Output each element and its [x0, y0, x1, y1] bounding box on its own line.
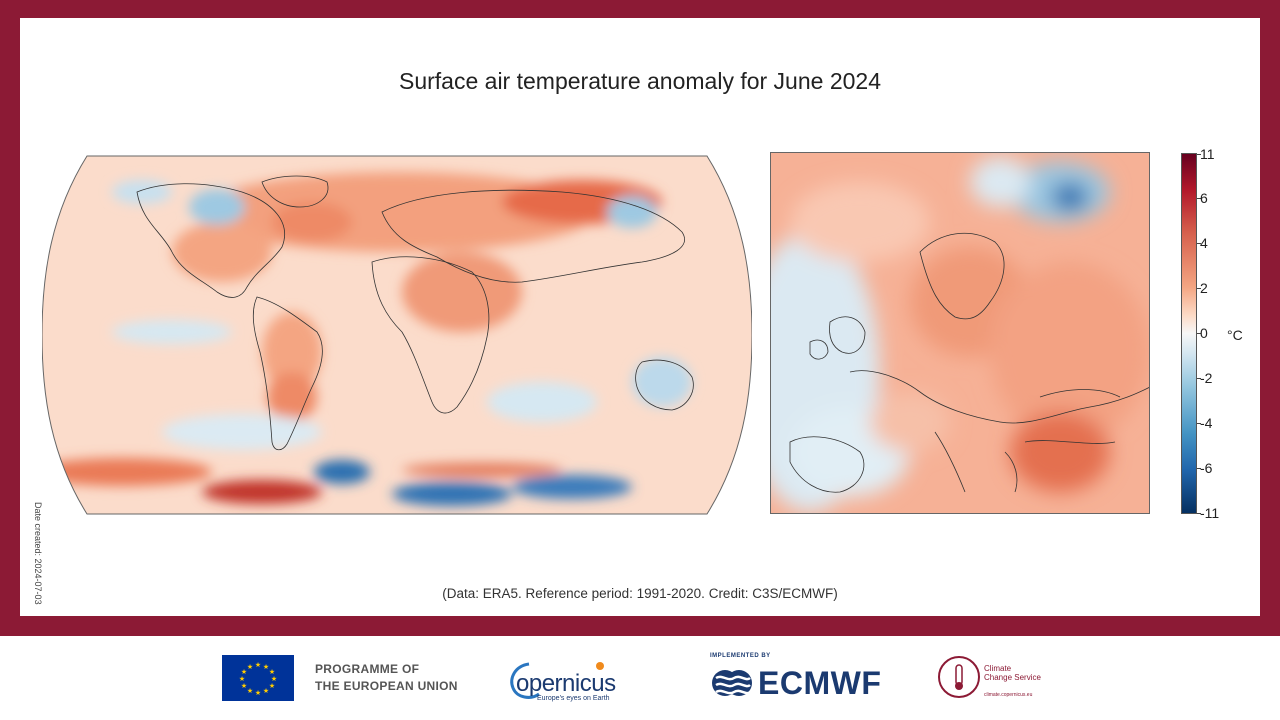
colorbar-tick-label: -6 [1200, 460, 1213, 476]
ecmwf-logo-icon [712, 670, 752, 696]
svg-text:★: ★ [255, 661, 261, 669]
data-credit: (Data: ERA5. Reference period: 1991-2020… [442, 586, 838, 601]
colorbar-tick-label: -11 [1200, 505, 1220, 521]
svg-text:★: ★ [241, 668, 247, 676]
colorbar-tick-label: -4 [1200, 415, 1213, 431]
colorbar-tick-line [1197, 423, 1201, 424]
implemented-by-label: IMPLEMENTED BY [710, 653, 771, 659]
eu-flag-icon: ★ ★★ ★★★ ★★★ ★★★ [222, 655, 294, 701]
svg-text:★: ★ [247, 687, 253, 695]
footer [0, 636, 1280, 720]
colorbar-tick-label: 11 [1200, 146, 1215, 162]
programme-line-1: PROGRAMME OF [315, 662, 420, 676]
svg-text:★: ★ [239, 675, 245, 683]
copernicus-logo-icon [510, 662, 604, 699]
colorbar-tick-line [1197, 333, 1201, 334]
svg-text:★: ★ [255, 689, 261, 697]
svg-text:★: ★ [241, 682, 247, 690]
copernicus-tagline: Europe's eyes on Earth [537, 695, 610, 702]
colorbar-unit: °C [1227, 327, 1243, 343]
colorbar-tick-line [1197, 288, 1201, 289]
world-anomaly-map [42, 155, 752, 515]
svg-text:★: ★ [269, 682, 275, 690]
c3s-line-2: Change Service [984, 673, 1041, 682]
programme-line-2: THE EUROPEAN UNION [315, 679, 458, 693]
svg-text:★: ★ [263, 687, 269, 695]
europe-anomaly-map [770, 152, 1150, 514]
colorbar-tick-line [1197, 378, 1201, 379]
map-title: Surface air temperature anomaly for June… [399, 68, 881, 94]
c3s-logo-icon [938, 656, 980, 698]
c3s-url: climate.copernicus.eu [984, 692, 1033, 698]
colorbar-tick-line [1197, 513, 1201, 514]
colorbar-tick-label: 6 [1200, 190, 1208, 206]
ecmwf-wordmark: ECMWF [758, 665, 882, 701]
copernicus-wordmark: opernicus [516, 670, 616, 697]
c3s-wordmark: Climate Change Service [984, 664, 1041, 682]
svg-text:★: ★ [269, 668, 275, 676]
eu-programme-label: PROGRAMME OF THE EUROPEAN UNION [315, 661, 458, 695]
svg-text:★: ★ [263, 663, 269, 671]
colorbar [1181, 153, 1197, 514]
colorbar-tick-line [1197, 468, 1201, 469]
colorbar-tick-label: -2 [1200, 370, 1213, 386]
svg-text:★: ★ [247, 663, 253, 671]
colorbar-tick-label: 2 [1200, 280, 1208, 296]
colorbar-tick-label: 4 [1200, 235, 1208, 251]
colorbar-tick-line [1197, 154, 1201, 155]
colorbar-tick-line [1197, 243, 1201, 244]
colorbar-tick-line [1197, 198, 1201, 199]
svg-text:★: ★ [271, 675, 277, 683]
c3s-line-1: Climate [984, 664, 1012, 673]
colorbar-tick-label: 0 [1200, 325, 1208, 341]
